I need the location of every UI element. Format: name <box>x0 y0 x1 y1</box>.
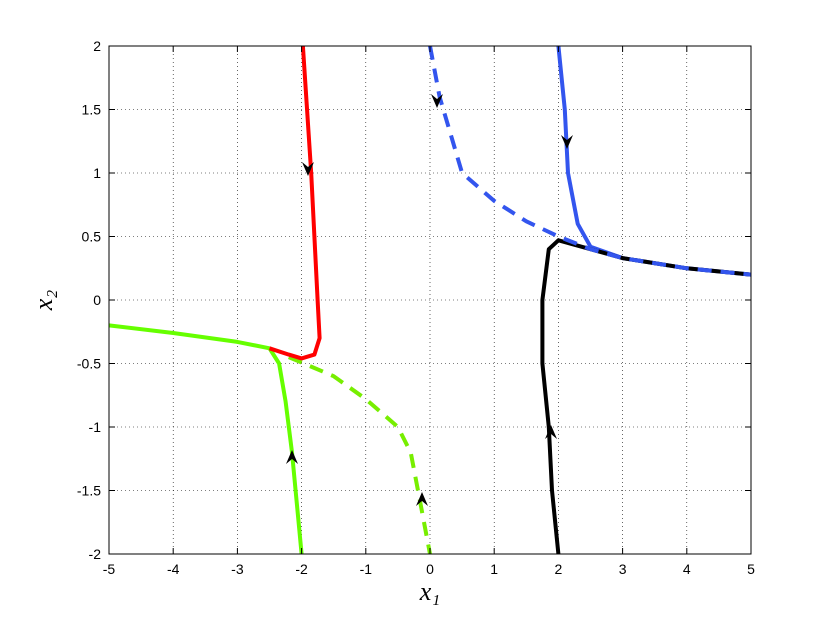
trajectory <box>540 238 752 555</box>
trajectory <box>108 323 304 555</box>
arrow <box>302 162 314 176</box>
arrow <box>545 425 557 439</box>
x-tick-label: -1 <box>360 561 373 577</box>
x-tick-label: -3 <box>231 561 244 577</box>
trajectory <box>268 45 322 361</box>
x-tick-label: 4 <box>683 561 691 577</box>
y-tick-label: 1.5 <box>82 102 102 118</box>
arrow <box>561 135 573 149</box>
arrow <box>286 450 298 464</box>
y-tick-label: 2 <box>93 38 101 54</box>
x-tick-label: -2 <box>295 561 308 577</box>
x-tick-label: -4 <box>167 561 180 577</box>
trajectory <box>428 45 752 277</box>
x-tick-label: 2 <box>555 561 563 577</box>
x-tick-label: 1 <box>490 561 498 577</box>
y-tick-label: 1 <box>93 165 101 181</box>
x-tick-label: 0 <box>426 561 434 577</box>
arrow <box>431 94 443 108</box>
x-tick-label: 3 <box>619 561 627 577</box>
y-axis-label: x₂ <box>29 290 58 312</box>
y-tick-label: 0 <box>93 292 101 308</box>
y-tick-label: -2 <box>89 546 102 562</box>
y-tick-label: -0.5 <box>77 356 101 372</box>
x-tick-label: -5 <box>103 561 116 577</box>
arrows <box>286 94 573 506</box>
x-tick-label: 5 <box>747 561 755 577</box>
arrow <box>416 492 428 506</box>
x-axis-label: x₁ <box>419 577 441 606</box>
trajectory <box>288 355 432 555</box>
y-tick-label: -1 <box>89 419 102 435</box>
y-tick-label: -1.5 <box>77 483 101 499</box>
y-tick-label: 0.5 <box>82 229 102 245</box>
